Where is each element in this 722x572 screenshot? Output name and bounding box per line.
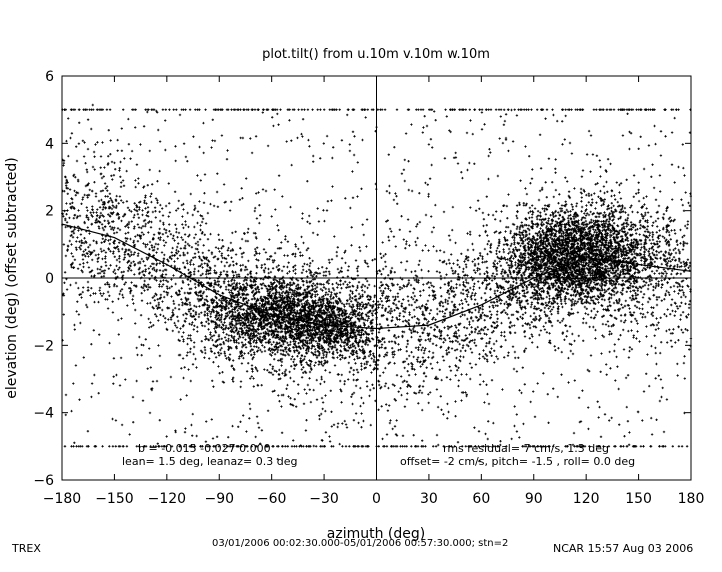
fit-curve	[61, 223, 692, 330]
x-tick-label: −90	[204, 491, 234, 507]
annotation-rms: rms residual= 7 cm/s, 1.3 deg	[443, 442, 609, 455]
y-tick-label: −4	[33, 406, 54, 422]
x-axis-label: azimuth (deg)	[327, 526, 425, 542]
annotation-lean: lean= 1.5 deg, leanaz= 0.3 deg	[122, 455, 297, 468]
annotation-offset: offset= -2 cm/s, pitch= -1.5 , roll= 0.0…	[400, 455, 635, 468]
x-tick-label: 60	[472, 491, 490, 507]
x-tick-label: −30	[309, 491, 339, 507]
x-tick-label: 0	[372, 491, 381, 507]
footer-project: TREX	[12, 542, 41, 555]
x-tick-label: 150	[625, 491, 652, 507]
data-point-markers	[61, 103, 693, 463]
x-tick-label: −180	[43, 491, 81, 507]
y-tick-label: 4	[45, 136, 54, 152]
y-tick-label: −6	[33, 473, 54, 489]
scatter-points	[61, 103, 693, 463]
y-tick-label: 2	[45, 204, 54, 220]
footer-time-range: 03/01/2006 00:02:30.000-05/01/2006 00:57…	[212, 538, 509, 549]
chart-title: plot.tilt() from u.10m v.10m w.10m	[262, 47, 490, 62]
y-tick-label: −2	[33, 338, 54, 354]
x-tick-label: −120	[148, 491, 186, 507]
x-tick-label: 120	[573, 491, 600, 507]
axes-frame	[61, 75, 692, 481]
x-tick-label: 90	[525, 491, 543, 507]
y-axis-label: elevation (deg) (offset subtracted)	[4, 157, 20, 399]
annotation-b: b = -0.015 -0.027 0.000	[138, 442, 271, 455]
footer-stamp: NCAR 15:57 Aug 03 2006	[553, 542, 694, 555]
x-tick-label: 180	[678, 491, 705, 507]
tick-labels: −180 −150 −120 −90 −60 −30 0 30 60 90 120 150 180−6−…	[33, 69, 704, 507]
y-tick-label: 0	[45, 271, 54, 287]
x-tick-label: −60	[257, 491, 287, 507]
x-tick-label: 30	[420, 491, 438, 507]
x-tick-label: −150	[95, 491, 133, 507]
y-tick-label: 6	[45, 69, 54, 85]
